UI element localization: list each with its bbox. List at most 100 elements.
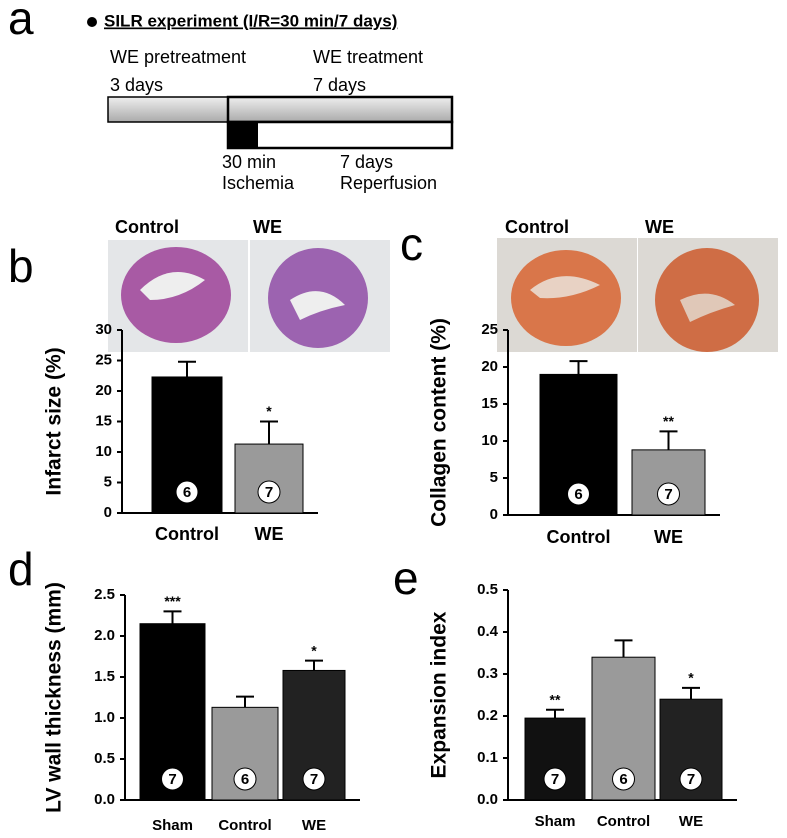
- y-axis-label: Expansion index: [428, 611, 451, 778]
- image-label: Control: [505, 217, 569, 237]
- y-tick-label: 2.0: [94, 627, 115, 644]
- error-bar: [682, 686, 700, 700]
- y-tick-label: 20: [481, 358, 498, 375]
- n-circle: [302, 767, 326, 791]
- y-tick-label: 2.5: [94, 586, 115, 603]
- label: Reperfusion: [340, 173, 437, 193]
- n-label: 7: [664, 486, 672, 503]
- y-axis-label: Infarct size (%): [43, 347, 66, 495]
- n-circle: [679, 767, 703, 791]
- x-tick-label: Sham: [535, 813, 576, 830]
- n-circle: [233, 767, 257, 791]
- significance: *: [688, 670, 694, 686]
- label: WE pretreatment: [110, 47, 246, 67]
- n-circle: [257, 480, 281, 504]
- x-tick-label: WE: [302, 817, 326, 834]
- error-bar: [178, 360, 196, 377]
- y-tick-label: 0.5: [477, 581, 498, 598]
- label: 30 min: [222, 152, 276, 172]
- y-tick-label: 25: [481, 321, 498, 338]
- y-tick-label: 0.2: [477, 707, 498, 724]
- significance: *: [266, 403, 272, 419]
- significance: *: [311, 642, 317, 658]
- panel-letter: e: [393, 552, 419, 604]
- image-label: WE: [253, 217, 282, 237]
- error-bar: [305, 659, 323, 671]
- y-axis-label: Collagen content (%): [428, 318, 451, 527]
- bullet: [87, 17, 97, 27]
- y-tick-label: 25: [95, 351, 112, 368]
- significance: ***: [164, 593, 181, 609]
- ischemia-block: [228, 122, 258, 148]
- protocol-title: SILR experiment (I/R=30 min/7 days): [104, 11, 397, 30]
- n-label: 7: [265, 484, 273, 501]
- y-tick-label: 5: [490, 469, 498, 486]
- n-circle: [567, 482, 590, 506]
- y-tick-label: 15: [95, 412, 112, 429]
- timeline-bar: [226, 95, 454, 124]
- error-bar: [546, 708, 564, 719]
- n-circle: [657, 482, 680, 506]
- error-bar: [659, 430, 678, 450]
- y-tick-label: 20: [95, 382, 112, 399]
- panel-letter: c: [400, 218, 423, 270]
- label: Ischemia: [222, 173, 295, 193]
- n-label: 7: [687, 771, 695, 788]
- x-tick-label: WE: [255, 524, 284, 544]
- panel-letter: a: [8, 0, 34, 44]
- image-label: Control: [115, 217, 179, 237]
- label: 7 days: [313, 75, 366, 95]
- panel-letter: d: [8, 543, 34, 595]
- y-tick-label: 10: [95, 443, 112, 460]
- significance: **: [663, 413, 674, 429]
- histology-images: [108, 238, 778, 352]
- panel-letter: b: [8, 240, 34, 292]
- y-tick-label: 0: [104, 504, 112, 521]
- n-circle: [175, 480, 199, 504]
- x-tick-label: Control: [597, 813, 650, 830]
- label: WE treatment: [313, 47, 423, 67]
- x-tick-label: Control: [547, 527, 611, 547]
- significance: **: [550, 691, 561, 707]
- x-tick-label: WE: [679, 813, 703, 830]
- n-label: 7: [168, 771, 176, 788]
- error-bar: [569, 360, 588, 375]
- label: 7 days: [340, 152, 393, 172]
- image-label: WE: [645, 217, 674, 237]
- x-tick-label: Sham: [152, 817, 193, 834]
- n-label: 7: [310, 771, 318, 788]
- n-circle: [161, 767, 184, 791]
- n-label: 6: [619, 771, 627, 788]
- x-tick-label: WE: [654, 527, 683, 547]
- y-tick-label: 0: [490, 506, 498, 523]
- y-tick-label: 0.5: [94, 750, 115, 767]
- y-tick-label: 1.0: [94, 709, 115, 726]
- n-label: 6: [241, 771, 249, 788]
- y-tick-label: 0.0: [477, 791, 498, 808]
- label: 3 days: [110, 75, 163, 95]
- error-bar: [614, 639, 633, 658]
- y-tick-label: 10: [481, 432, 498, 449]
- y-tick-label: 5: [104, 473, 112, 490]
- y-tick-label: 0.3: [477, 665, 498, 682]
- n-label: 6: [574, 486, 582, 503]
- y-tick-label: 0.4: [477, 623, 499, 640]
- x-tick-label: Control: [218, 817, 271, 834]
- error-bar: [236, 695, 254, 708]
- y-axis-label: LV wall thickness (mm): [43, 582, 66, 813]
- y-tick-label: 0.0: [94, 791, 115, 808]
- n-label: 7: [551, 771, 559, 788]
- n-label: 6: [183, 484, 191, 501]
- y-tick-label: 0.1: [477, 749, 498, 766]
- y-tick-label: 30: [95, 321, 112, 338]
- timeline-bar: [226, 120, 454, 150]
- timeline-bar: [107, 96, 229, 123]
- y-tick-label: 15: [481, 395, 498, 412]
- n-circle: [543, 767, 567, 791]
- n-circle: [612, 767, 635, 791]
- error-bar: [163, 610, 182, 624]
- error-bar: [260, 420, 278, 445]
- x-tick-label: Control: [155, 524, 219, 544]
- y-tick-label: 1.5: [94, 668, 115, 685]
